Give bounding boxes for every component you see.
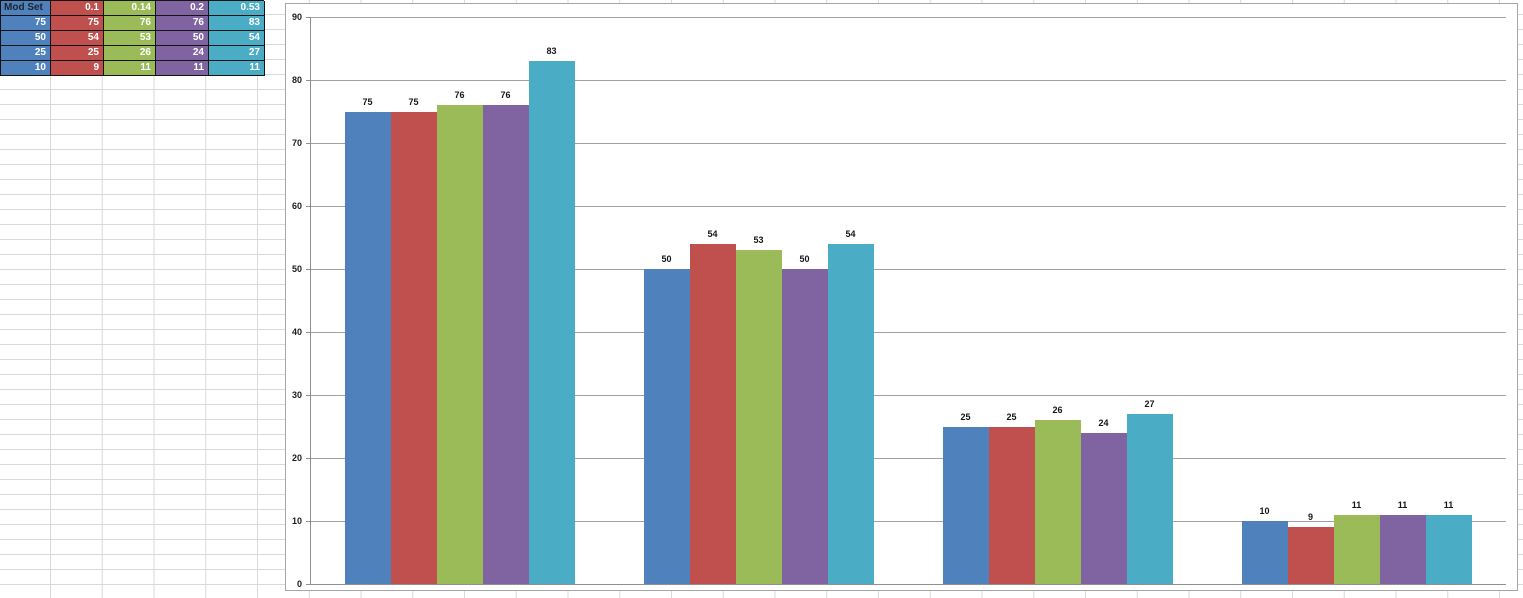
data-label: 75: [362, 96, 373, 107]
chart-gridline: [310, 80, 1506, 81]
y-axis-tick: [306, 143, 310, 144]
data-label: 76: [500, 90, 511, 101]
table-cell[interactable]: 50: [156, 31, 209, 46]
table-cell[interactable]: 75: [51, 16, 104, 31]
data-label: 50: [661, 254, 672, 264]
data-label: 9: [1307, 512, 1313, 523]
table-cell[interactable]: 53: [104, 31, 156, 46]
chart-gridline: [310, 521, 1506, 522]
y-axis-tick: [306, 584, 310, 585]
data-label: 54: [707, 228, 718, 239]
chart-gridline: [310, 332, 1506, 333]
table-cell[interactable]: 83: [209, 16, 265, 31]
data-label: 25: [1006, 411, 1017, 422]
chart-gridline: [310, 17, 1506, 18]
table-header-0.53[interactable]: 0.53: [209, 1, 265, 16]
data-label: 10: [1259, 506, 1270, 516]
table-cell[interactable]: 76: [156, 16, 209, 31]
bar-Mod Set-cat50[interactable]: [643, 269, 690, 584]
data-label: 11: [1443, 499, 1454, 510]
table-cell[interactable]: 76: [104, 16, 156, 31]
bar-0.2-cat75[interactable]: [482, 105, 529, 584]
table-cell[interactable]: 11: [209, 61, 265, 76]
table-cell[interactable]: 75: [1, 16, 51, 31]
y-axis-tick: [306, 269, 310, 270]
y-axis-label: 70: [291, 138, 302, 148]
y-axis-label: 50: [291, 264, 302, 274]
y-axis-label: 80: [291, 75, 302, 85]
bar-Mod Set-cat10[interactable]: [1241, 521, 1288, 584]
table-cell[interactable]: 27: [209, 46, 265, 61]
bar-0.1-cat10[interactable]: [1287, 527, 1334, 584]
y-axis-tick: [306, 17, 310, 18]
chart-gridline: [310, 143, 1506, 144]
bar-0.53-cat75[interactable]: [528, 61, 575, 584]
data-label: 75: [408, 96, 419, 107]
y-axis-label: 10: [291, 516, 302, 526]
data-label: 25: [960, 411, 971, 422]
y-axis-label: 20: [291, 453, 302, 463]
bar-0.14-cat50[interactable]: [735, 250, 782, 584]
data-label: 83: [546, 46, 557, 57]
chart-gridline: [310, 395, 1506, 396]
data-label: 54: [845, 228, 856, 239]
bar-0.53-cat50[interactable]: [827, 243, 874, 584]
bar-0.53-cat10[interactable]: [1425, 514, 1472, 584]
y-axis-tick: [306, 395, 310, 396]
table-cell[interactable]: 9: [51, 61, 104, 76]
y-axis-label: 0: [296, 579, 302, 589]
y-axis-label: 40: [291, 327, 302, 337]
bar-0.1-cat50[interactable]: [689, 243, 736, 584]
bar-0.14-cat10[interactable]: [1333, 514, 1380, 584]
data-label: 24: [1098, 417, 1109, 428]
y-axis-tick: [306, 80, 310, 81]
table-cell[interactable]: 50: [1, 31, 51, 46]
y-axis-line: [310, 17, 311, 584]
table-cell[interactable]: 54: [209, 31, 265, 46]
bar-0.2-cat50[interactable]: [781, 269, 828, 584]
bar-0.2-cat25[interactable]: [1080, 432, 1127, 584]
table-cell[interactable]: 26: [104, 46, 156, 61]
chart-gridline: [310, 206, 1506, 207]
table-header-0.14[interactable]: 0.14: [104, 1, 156, 16]
table-header-0.1[interactable]: 0.1: [51, 1, 104, 16]
data-label: 11: [1397, 499, 1408, 510]
y-axis-label: 60: [291, 201, 302, 211]
table-cell[interactable]: 24: [156, 46, 209, 61]
table-cell[interactable]: 11: [156, 61, 209, 76]
data-label: 27: [1144, 398, 1155, 409]
table-cell[interactable]: 11: [104, 61, 156, 76]
chart-gridline: [310, 458, 1506, 459]
bar-0.14-cat25[interactable]: [1034, 420, 1081, 584]
table-header-mod-set[interactable]: Mod Set: [1, 1, 51, 16]
table-header-0.2[interactable]: 0.2: [156, 1, 209, 16]
table-cell[interactable]: 54: [51, 31, 104, 46]
bar-0.1-cat25[interactable]: [988, 426, 1035, 584]
data-label: 76: [454, 90, 465, 101]
bar-0.2-cat10[interactable]: [1379, 514, 1426, 584]
chart-gridline: [310, 584, 1506, 585]
table-cell[interactable]: 10: [1, 61, 51, 76]
bar-Mod Set-cat75[interactable]: [344, 111, 391, 584]
data-label: 53: [753, 235, 764, 246]
y-axis-tick: [306, 332, 310, 333]
data-label: 26: [1052, 405, 1063, 416]
chart-gridline: [310, 269, 1506, 270]
y-axis-label: 30: [291, 390, 302, 400]
bar-chart[interactable]: 0 10 20 30 40 50 60 70 80 90 75 75 76 76 83 50 54 53 50 54 2…: [285, 3, 1518, 591]
data-label: 50: [799, 254, 810, 264]
table-cell[interactable]: 25: [1, 46, 51, 61]
bar-Mod Set-cat25[interactable]: [942, 426, 989, 584]
mod-set-table: Mod Set 0.1 0.14 0.2 0.53 75 75 76 76 83…: [0, 0, 265, 76]
data-label: 11: [1351, 499, 1362, 510]
bar-0.14-cat75[interactable]: [436, 105, 483, 584]
y-axis-tick: [306, 206, 310, 207]
y-axis-tick: [306, 521, 310, 522]
table-cell[interactable]: 25: [51, 46, 104, 61]
y-axis-label: 90: [291, 12, 302, 22]
y-axis-tick: [306, 458, 310, 459]
bar-0.1-cat75[interactable]: [390, 111, 437, 584]
bar-0.53-cat25[interactable]: [1126, 413, 1173, 584]
